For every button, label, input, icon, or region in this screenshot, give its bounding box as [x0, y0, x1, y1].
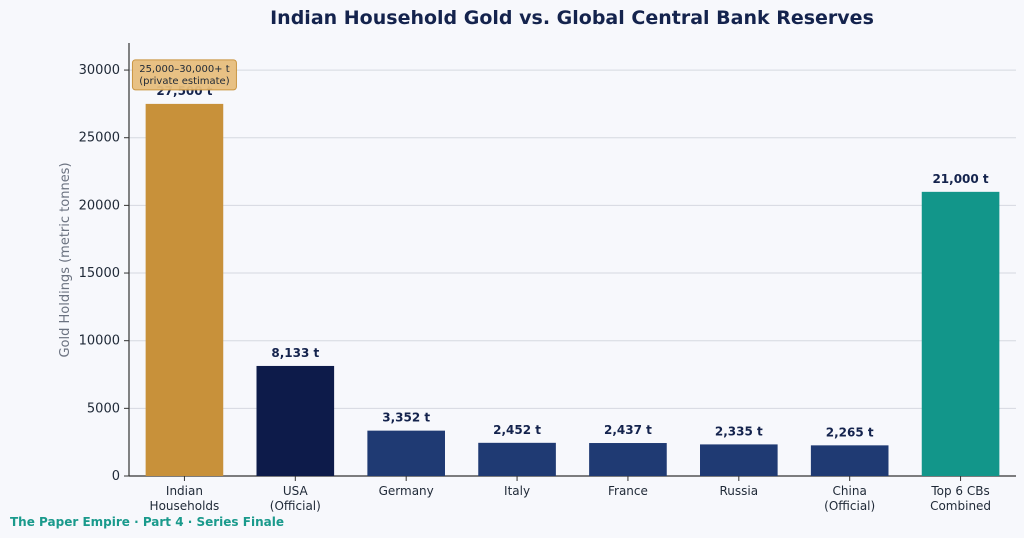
x-tick-label: China	[833, 484, 867, 498]
data-label: 2,335 t	[715, 424, 763, 438]
data-label: 3,352 t	[382, 411, 430, 425]
bar	[700, 444, 778, 476]
x-tick-label: Italy	[504, 484, 530, 498]
x-tick-label: Combined	[930, 499, 991, 513]
x-tick-label: Russia	[720, 484, 759, 498]
y-tick-label: 0	[112, 469, 120, 484]
y-tick-label: 15000	[79, 266, 120, 281]
annotation-text: 25,000–30,000+ t	[139, 64, 230, 75]
y-tick-label: 20000	[79, 198, 120, 213]
data-label: 21,000 t	[932, 172, 988, 186]
gridlines	[129, 69, 1016, 409]
data-label: 8,133 t	[271, 346, 319, 360]
bars	[145, 103, 1000, 476]
y-tick-label: 25000	[79, 131, 120, 146]
data-label: 2,452 t	[493, 423, 541, 437]
footer-series-label: The Paper Empire · Part 4 · Series Final…	[10, 515, 284, 529]
x-tick-label: (Official)	[270, 499, 321, 513]
bar	[367, 430, 445, 476]
x-tick-label: (Official)	[824, 499, 875, 513]
annotation-box	[131, 59, 237, 91]
x-tick-label: France	[608, 484, 648, 498]
bar	[589, 443, 667, 476]
bar	[921, 191, 1000, 476]
x-tick-label: USA	[283, 484, 309, 498]
bar	[256, 365, 335, 476]
y-tick-label: 5000	[87, 401, 120, 416]
bar	[478, 442, 556, 476]
chart-title: Indian Household Gold vs. Global Central…	[270, 7, 874, 29]
bar	[145, 103, 224, 476]
data-label: 2,437 t	[604, 423, 652, 437]
data-label: 2,265 t	[826, 425, 874, 439]
x-tick-label: Top 6 CBs	[930, 484, 989, 498]
bar	[810, 445, 889, 476]
y-axis-label: Gold Holdings (metric tonnes)	[58, 162, 73, 357]
data-labels: 27,500 t8,133 t3,352 t2,452 t 2,437 t 2,33…	[156, 84, 989, 439]
x-tick-label: Indian	[166, 484, 203, 498]
annotation: 25,000–30,000+ t(private estimate)	[131, 59, 237, 91]
x-tick-label: Germany	[379, 484, 434, 498]
annotation-text: (private estimate)	[139, 76, 229, 87]
y-tick-label: 30000	[79, 63, 120, 78]
y-tick-label: 10000	[79, 334, 120, 349]
x-tick-label: Households	[150, 499, 220, 513]
